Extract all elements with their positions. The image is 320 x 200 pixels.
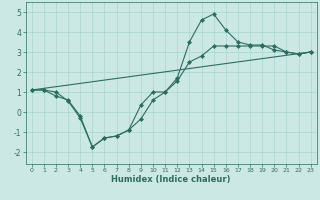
X-axis label: Humidex (Indice chaleur): Humidex (Indice chaleur) bbox=[111, 175, 231, 184]
